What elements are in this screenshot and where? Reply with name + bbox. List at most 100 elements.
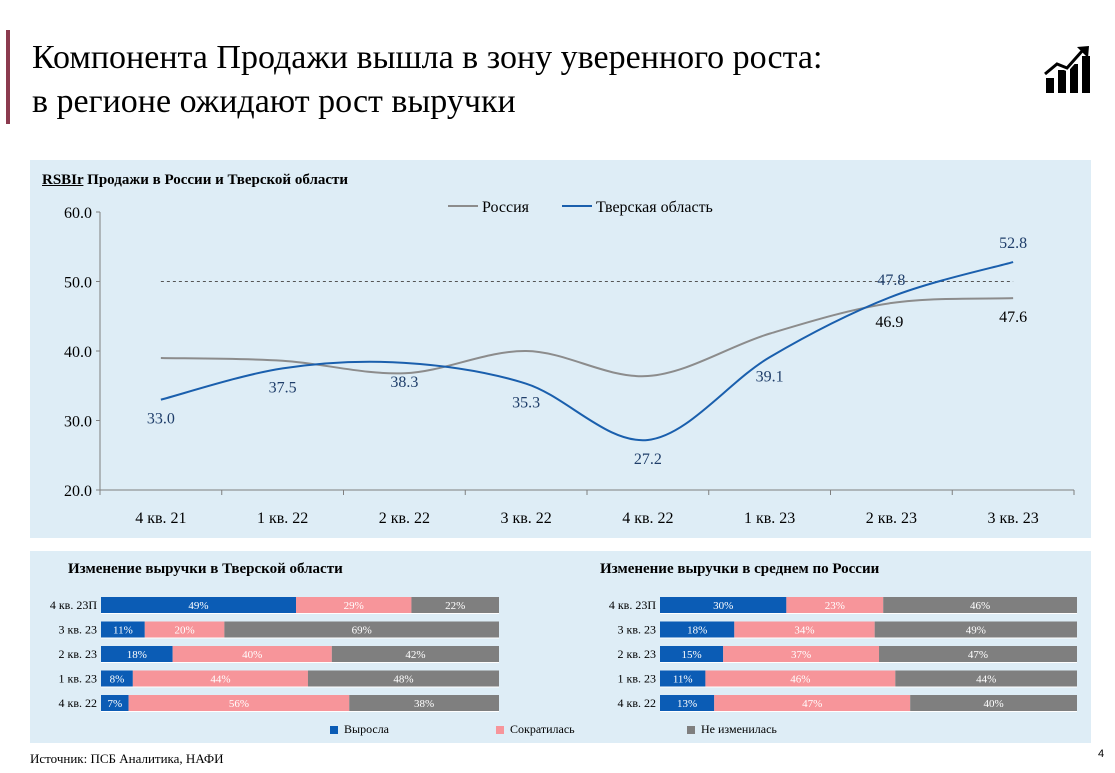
tver-bar-title: Изменение выручки в Тверской области [68, 561, 343, 577]
bar-category-label-russia: 2 кв. 23 [618, 647, 657, 661]
bar-segment-tver [101, 646, 173, 662]
bar-value-label-russia: 30% [713, 600, 733, 612]
title-accent-bar [6, 30, 10, 124]
x-tick-label: 1 кв. 22 [257, 510, 308, 527]
bar-category-label-russia: 4 кв. 22 [618, 696, 657, 710]
growth-chart-icon [1043, 46, 1090, 93]
bar-row-separator [101, 686, 499, 688]
bar-value-label-tver: 11% [113, 625, 133, 637]
x-tick-label: 2 кв. 22 [379, 510, 430, 527]
bar-segment-tver [132, 670, 308, 687]
line-chart: 20.0 30.0 40.0 50.0 60.0 4 кв. 21 1 кв. 22 2 кв… [64, 199, 1075, 527]
bar-value-label-tver: 56% [229, 698, 249, 710]
bar-value-label-tver: 20% [174, 625, 194, 637]
x-tick-label: 3 кв. 23 [987, 510, 1038, 527]
x-tick-label: 3 кв. 22 [500, 510, 551, 527]
legend-unchanged: Не изменилась [687, 722, 777, 737]
line-chart-panel: RSBIr Продажи в России и Тверской област… [30, 160, 1091, 538]
bar-row-separator [101, 711, 499, 712]
bar-category-label-tver: 1 кв. 23 [59, 672, 98, 686]
title-line-1: Компонента Продажи вышла в зону уверенно… [32, 39, 823, 76]
bar-segment-russia [895, 670, 1077, 687]
bar-segment-tver [411, 597, 499, 613]
bar-value-label-russia: 23% [825, 600, 845, 612]
legend-unchanged-label: Не изменилась [701, 722, 777, 736]
bar-value-label-tver: 49% [188, 600, 208, 612]
bar-row-separator [660, 662, 1077, 663]
x-tick-label: 4 кв. 21 [135, 510, 186, 527]
series-line-tver [160, 261, 1014, 442]
legend-fell-label: Сократилась [510, 722, 575, 736]
slide-title: Компонента Продажи вышла в зону уверенно… [32, 36, 992, 124]
data-label-tver: 52.8 [999, 235, 1027, 252]
bar-segment-tver [144, 621, 225, 638]
series-line-russia [160, 297, 1014, 378]
data-label-tver: 37.5 [269, 379, 297, 396]
bar-value-label-tver: 18% [127, 649, 147, 661]
bar-segment-tver [101, 670, 133, 687]
bar-segment-tver [101, 621, 145, 638]
bar-value-label-tver: 40% [242, 649, 262, 661]
bar-value-label-tver: 42% [405, 649, 425, 661]
bar-segment-russia [734, 621, 875, 638]
line-chart-title: RSBIr Продажи в России и Тверской област… [42, 172, 348, 189]
source-note: Источник: ПСБ Аналитика, НАФИ [30, 751, 224, 766]
bar-value-label-russia: 46% [970, 600, 990, 612]
bar-segment-tver [172, 646, 332, 662]
bar-row-separator [101, 637, 499, 639]
bar-value-label-russia: 40% [984, 698, 1004, 710]
bar-category-label-russia: 1 кв. 23 [618, 672, 657, 686]
bar-value-label-russia: 11% [673, 674, 693, 686]
bar-segment-russia [723, 646, 880, 662]
data-label-tver: 27.2 [634, 451, 662, 468]
bar-value-label-tver: 69% [352, 625, 372, 637]
bar-value-label-tver: 38% [414, 698, 434, 710]
x-tick-label: 4 кв. 22 [622, 510, 673, 527]
bar-value-label-tver: 7% [107, 698, 122, 710]
y-tick-label: 20.0 [64, 483, 92, 500]
bar-row-separator [660, 613, 1077, 614]
title-line-2: в регионе ожидают рост выручки [32, 83, 516, 120]
page-number: 4 [1098, 748, 1105, 760]
bar-charts-panel: Изменение выручки в Тверской области Изм… [30, 551, 1091, 743]
legend-fell: Сократилась [496, 722, 575, 737]
legend-grew-label: Выросла [344, 722, 390, 736]
bar-segment-russia [786, 597, 884, 613]
legend-unchanged-swatch [687, 725, 695, 734]
bar-segment-tver [307, 670, 499, 687]
bar-segment-tver [296, 597, 412, 613]
bar-segment-russia [910, 695, 1077, 711]
bar-category-label-tver: 3 кв. 23 [59, 623, 98, 637]
chart-brand: RSBIr [42, 172, 84, 188]
bar-value-label-russia: 46% [790, 674, 810, 686]
bar-segment-russia [883, 597, 1077, 613]
legend-label-russia: Россия [482, 199, 530, 216]
bar-value-label-tver: 44% [210, 674, 230, 686]
bar-segment-tver [128, 695, 350, 711]
bar-segment-tver [101, 695, 129, 711]
russia-bar-title: Изменение выручки в среднем по России [600, 561, 880, 577]
legend-grew-swatch [330, 725, 338, 734]
bar-value-label-russia: 49% [966, 625, 986, 637]
bar-category-label-tver: 4 кв. 22 [59, 696, 98, 710]
bar-segment-russia [660, 597, 787, 613]
data-label-tver: 39.1 [756, 368, 784, 385]
x-tick-label: 1 кв. 23 [744, 510, 795, 527]
bar-value-label-russia: 47% [968, 649, 988, 661]
bar-segment-russia [660, 670, 706, 687]
bar-row-separator [660, 686, 1077, 688]
bar-value-label-russia: 13% [677, 698, 697, 710]
y-tick-label: 60.0 [64, 205, 92, 222]
bar-segment-russia [660, 695, 715, 711]
bar-value-label-russia: 18% [687, 625, 707, 637]
bar-row-separator [101, 613, 499, 614]
bar-value-label-tver: 22% [445, 600, 465, 612]
bar-value-label-russia: 47% [802, 698, 822, 710]
bar-value-label-russia: 37% [791, 649, 811, 661]
bar-value-label-tver: 8% [110, 674, 125, 686]
bar-category-label-russia: 3 кв. 23 [618, 623, 657, 637]
bar-category-label-tver: 2 кв. 23 [59, 647, 98, 661]
y-tick-label: 30.0 [64, 414, 92, 431]
bar-value-label-russia: 34% [794, 625, 814, 637]
legend-label-tver: Тверская область [596, 199, 713, 216]
